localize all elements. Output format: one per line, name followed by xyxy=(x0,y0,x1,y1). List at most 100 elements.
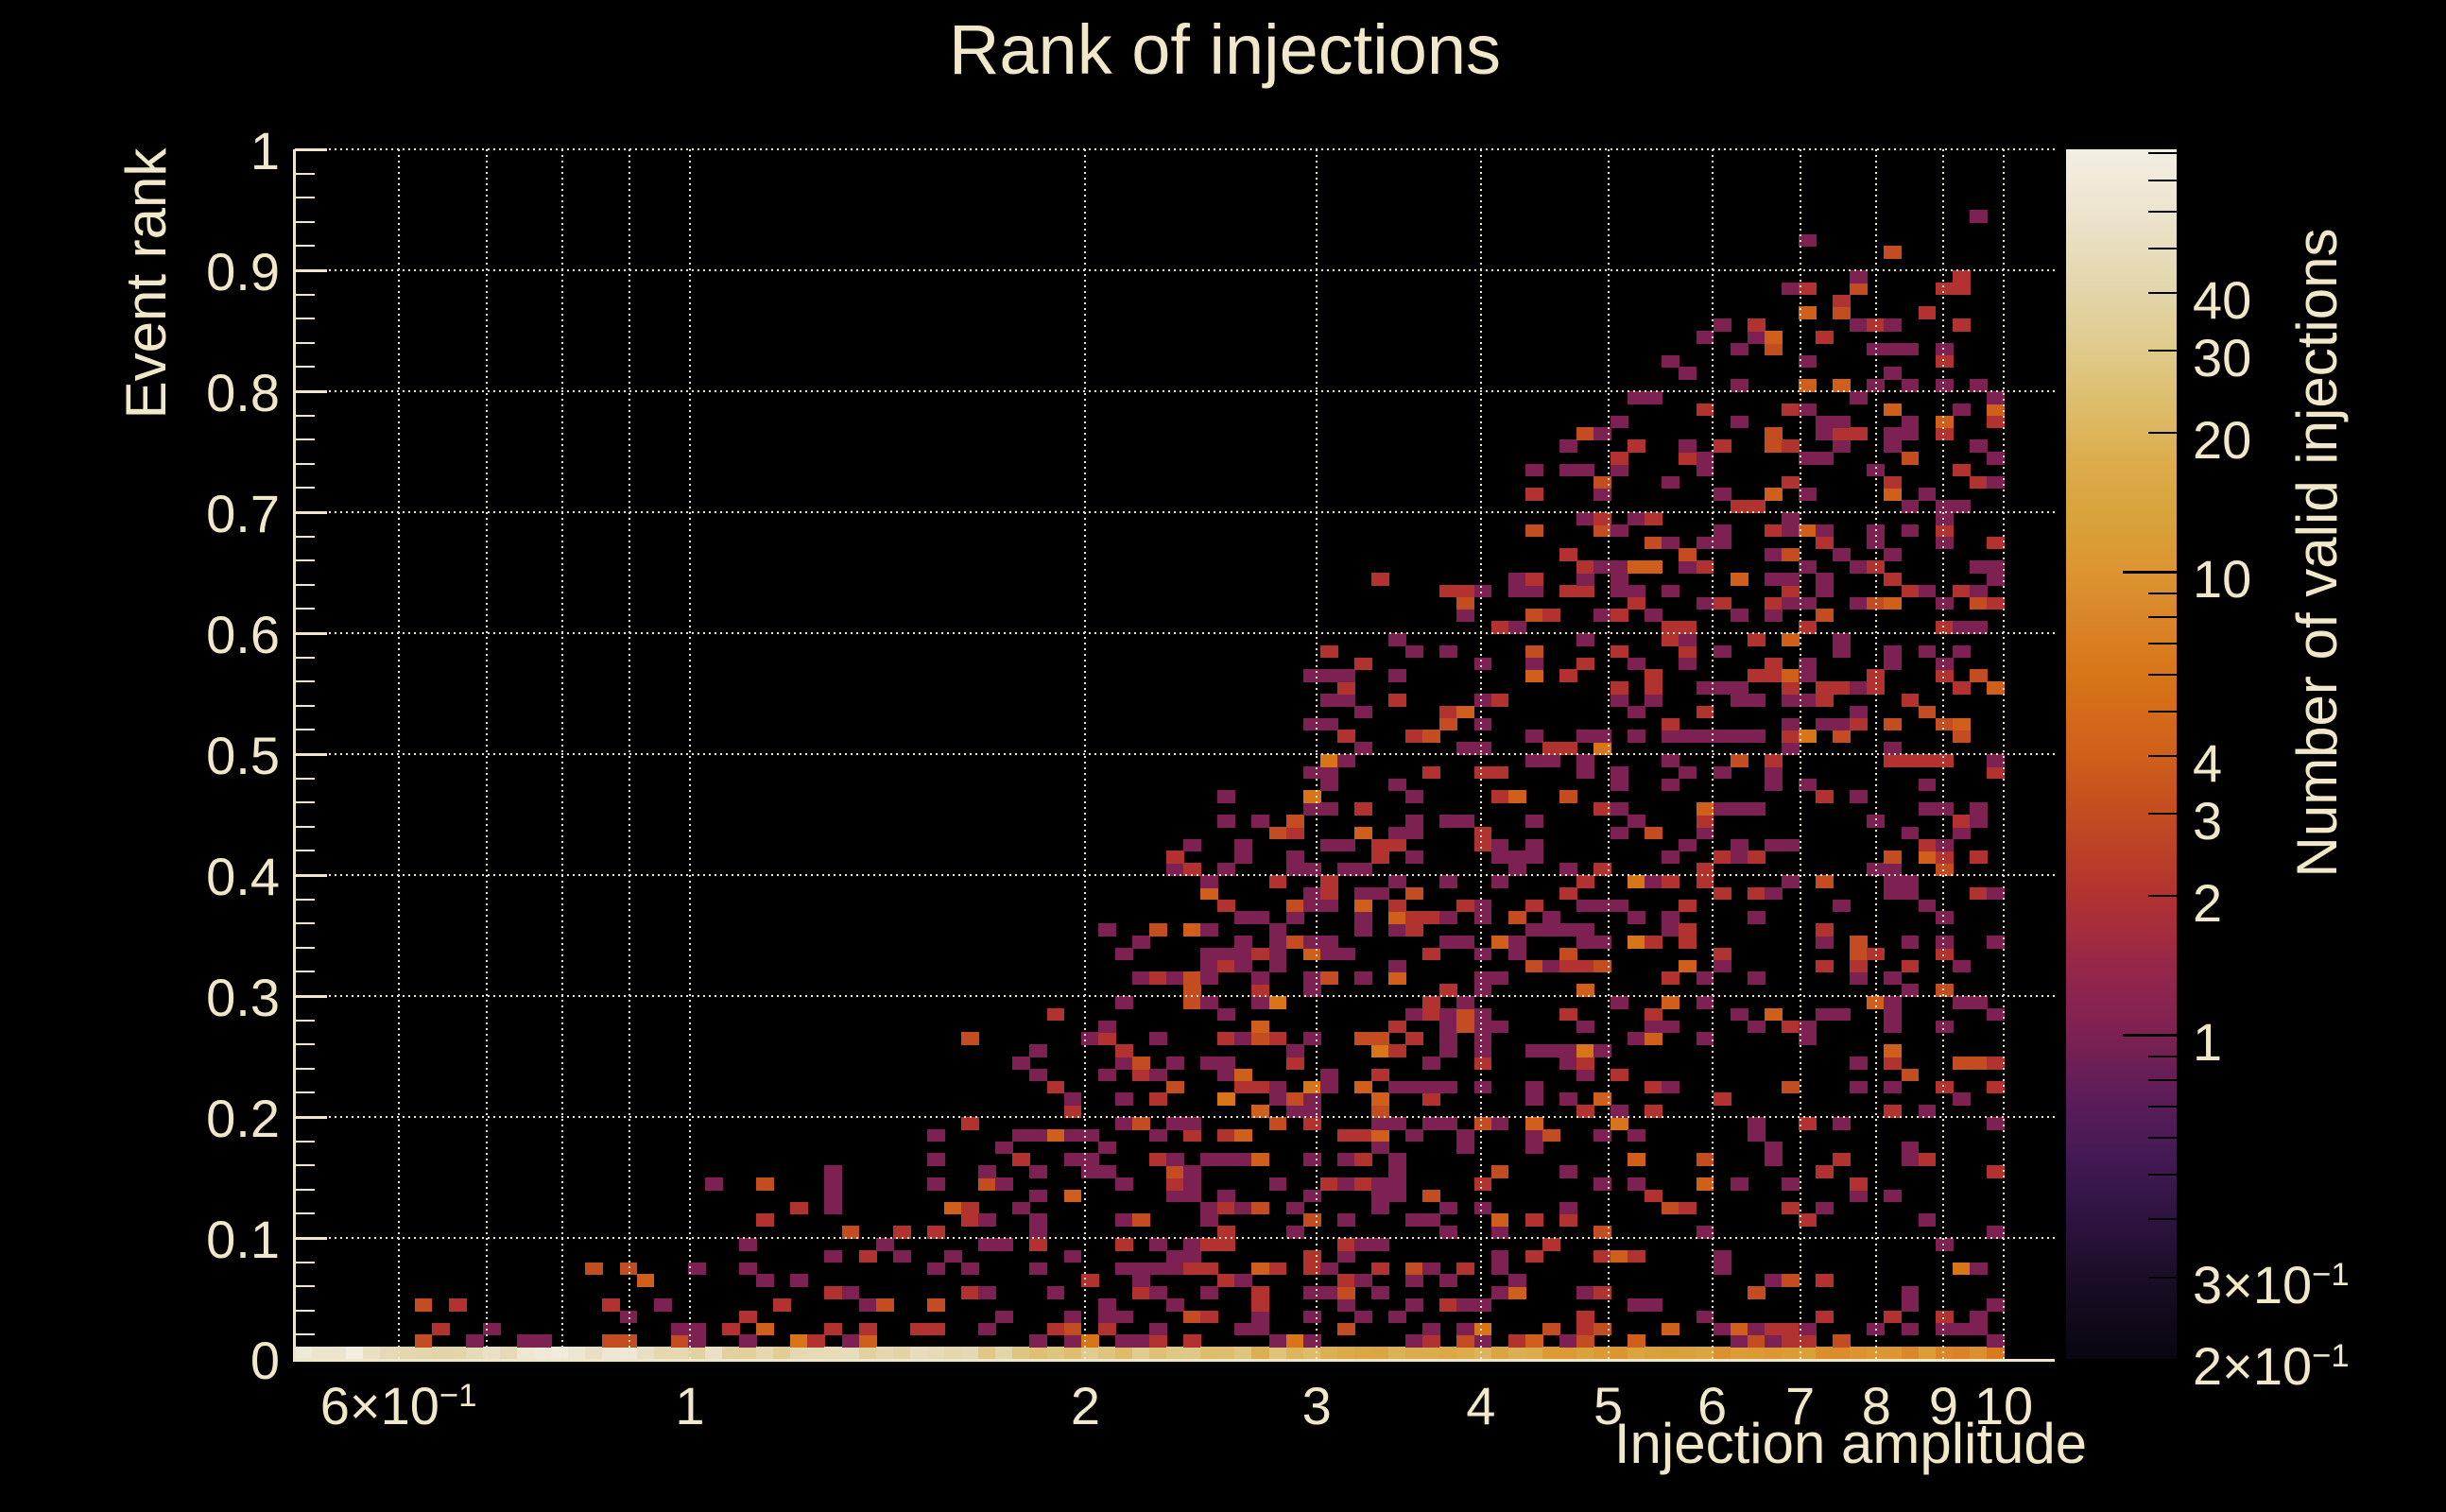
heatmap-cell xyxy=(1679,439,1697,453)
heatmap-cell xyxy=(1901,875,1920,888)
heatmap-cell xyxy=(1559,959,1577,973)
heatmap-cell xyxy=(1405,911,1424,924)
heatmap-cell xyxy=(1149,1092,1167,1106)
heatmap-cell xyxy=(1781,524,1800,538)
heatmap-cell xyxy=(1986,391,2005,404)
heatmap-cell xyxy=(1063,1092,1082,1106)
heatmap-cell xyxy=(824,1177,843,1191)
heatmap-cell xyxy=(1884,318,1903,332)
heatmap-cell xyxy=(1696,1032,1714,1045)
heatmap-cell xyxy=(1473,984,1492,997)
heatmap-cell xyxy=(1952,1347,1971,1360)
heatmap-cell xyxy=(1952,270,1971,284)
heatmap-cell xyxy=(1285,1105,1304,1118)
y-axis-line xyxy=(293,149,296,1362)
y-minor-tick xyxy=(296,1261,315,1263)
heatmap-cell xyxy=(1645,512,1663,525)
heatmap-cell xyxy=(1166,1153,1184,1166)
heatmap-cell xyxy=(1405,1274,1424,1287)
heatmap-cell xyxy=(1388,778,1406,792)
heatmap-cell xyxy=(1353,886,1372,901)
heatmap-cell xyxy=(1405,1334,1424,1348)
heatmap-cell xyxy=(1183,1334,1202,1348)
heatmap-cell xyxy=(534,1334,552,1348)
heatmap-cell xyxy=(1576,923,1594,936)
heatmap-cell xyxy=(1422,1117,1441,1130)
heatmap-cell xyxy=(1559,669,1577,682)
heatmap-cell xyxy=(1850,270,1869,284)
heatmap-cell xyxy=(1559,923,1577,936)
colorbar-tick-label: 1 xyxy=(2193,1012,2223,1073)
heatmap-cell xyxy=(1131,1213,1150,1227)
heatmap-cell xyxy=(1713,1249,1731,1263)
heatmap-cell xyxy=(1696,971,1714,985)
heatmap-cell xyxy=(1799,282,1817,296)
heatmap-cell xyxy=(1593,1286,1611,1299)
heatmap-cell xyxy=(1353,911,1372,924)
heatmap-cell xyxy=(1747,850,1766,864)
heatmap-cell xyxy=(1371,1068,1389,1082)
heatmap-cell xyxy=(448,1298,467,1312)
heatmap-cell xyxy=(1524,1117,1543,1130)
heatmap-cell xyxy=(1131,936,1150,949)
heatmap-cell xyxy=(1679,959,1697,973)
heatmap-cell xyxy=(1234,1080,1253,1094)
heatmap-cell xyxy=(1833,548,1852,561)
heatmap-cell xyxy=(1319,1347,1338,1360)
heatmap-cell xyxy=(1371,1238,1389,1251)
heatmap-cell xyxy=(1336,1153,1355,1166)
heatmap-cell xyxy=(1969,584,1988,598)
heatmap-cell xyxy=(1507,584,1526,598)
heatmap-cell xyxy=(1628,1249,1646,1263)
heatmap-cell xyxy=(1611,826,1629,840)
heatmap-cell xyxy=(1850,971,1869,985)
heatmap-cell xyxy=(1559,1007,1577,1022)
heatmap-cell xyxy=(1353,1347,1372,1360)
heatmap-cell xyxy=(1439,1020,1458,1034)
heatmap-cell xyxy=(1764,657,1783,671)
heatmap-cell xyxy=(1456,1334,1475,1348)
heatmap-cell xyxy=(1969,996,1988,1009)
y-minor-tick xyxy=(296,1188,315,1191)
heatmap-cell xyxy=(1628,596,1646,610)
heatmap-cell xyxy=(1473,1117,1492,1130)
heatmap-cell xyxy=(1388,1165,1406,1178)
heatmap-cell xyxy=(1781,548,1800,561)
heatmap-cell xyxy=(1696,463,1714,477)
heatmap-cell xyxy=(1183,971,1202,985)
heatmap-cell xyxy=(1576,1334,1594,1348)
y-minor-tick xyxy=(296,1164,315,1167)
heatmap-cell xyxy=(1507,573,1526,586)
heatmap-cell xyxy=(1234,1068,1253,1082)
heatmap-cell xyxy=(1593,427,1611,440)
heatmap-cell xyxy=(1662,1080,1680,1094)
heatmap-cell xyxy=(926,1153,945,1166)
x-tick-label: 6 xyxy=(1697,1376,1728,1435)
heatmap-cell xyxy=(1884,1044,1903,1057)
heatmap-cell xyxy=(1251,971,1270,985)
heatmap-cell xyxy=(1114,1347,1133,1360)
heatmap-cell xyxy=(1388,1080,1406,1094)
heatmap-cell xyxy=(1901,1347,1920,1360)
heatmap-cell xyxy=(1781,681,1800,695)
heatmap-cell xyxy=(1166,1165,1184,1178)
heatmap-cell xyxy=(1473,1298,1492,1312)
heatmap-cell xyxy=(1200,1153,1219,1166)
heatmap-cell xyxy=(1251,1262,1270,1276)
heatmap-cell xyxy=(1662,971,1680,985)
heatmap-cell xyxy=(1747,669,1766,682)
heatmap-cell xyxy=(1730,500,1748,513)
heatmap-cell xyxy=(1901,524,1920,538)
heatmap-cell xyxy=(1969,621,1988,634)
heatmap-cell xyxy=(1183,1310,1202,1324)
heatmap-cell xyxy=(1679,838,1697,852)
heatmap-cell xyxy=(1490,850,1509,864)
heatmap-cell xyxy=(1507,1286,1526,1299)
heatmap-cell xyxy=(909,1347,928,1360)
heatmap-cell xyxy=(1302,899,1321,913)
heatmap-cell xyxy=(1901,1153,1920,1166)
heatmap-cell xyxy=(1507,863,1526,876)
heatmap-cell xyxy=(1507,936,1526,949)
heatmap-cell xyxy=(1713,524,1731,538)
heatmap-cell xyxy=(1747,1020,1766,1034)
